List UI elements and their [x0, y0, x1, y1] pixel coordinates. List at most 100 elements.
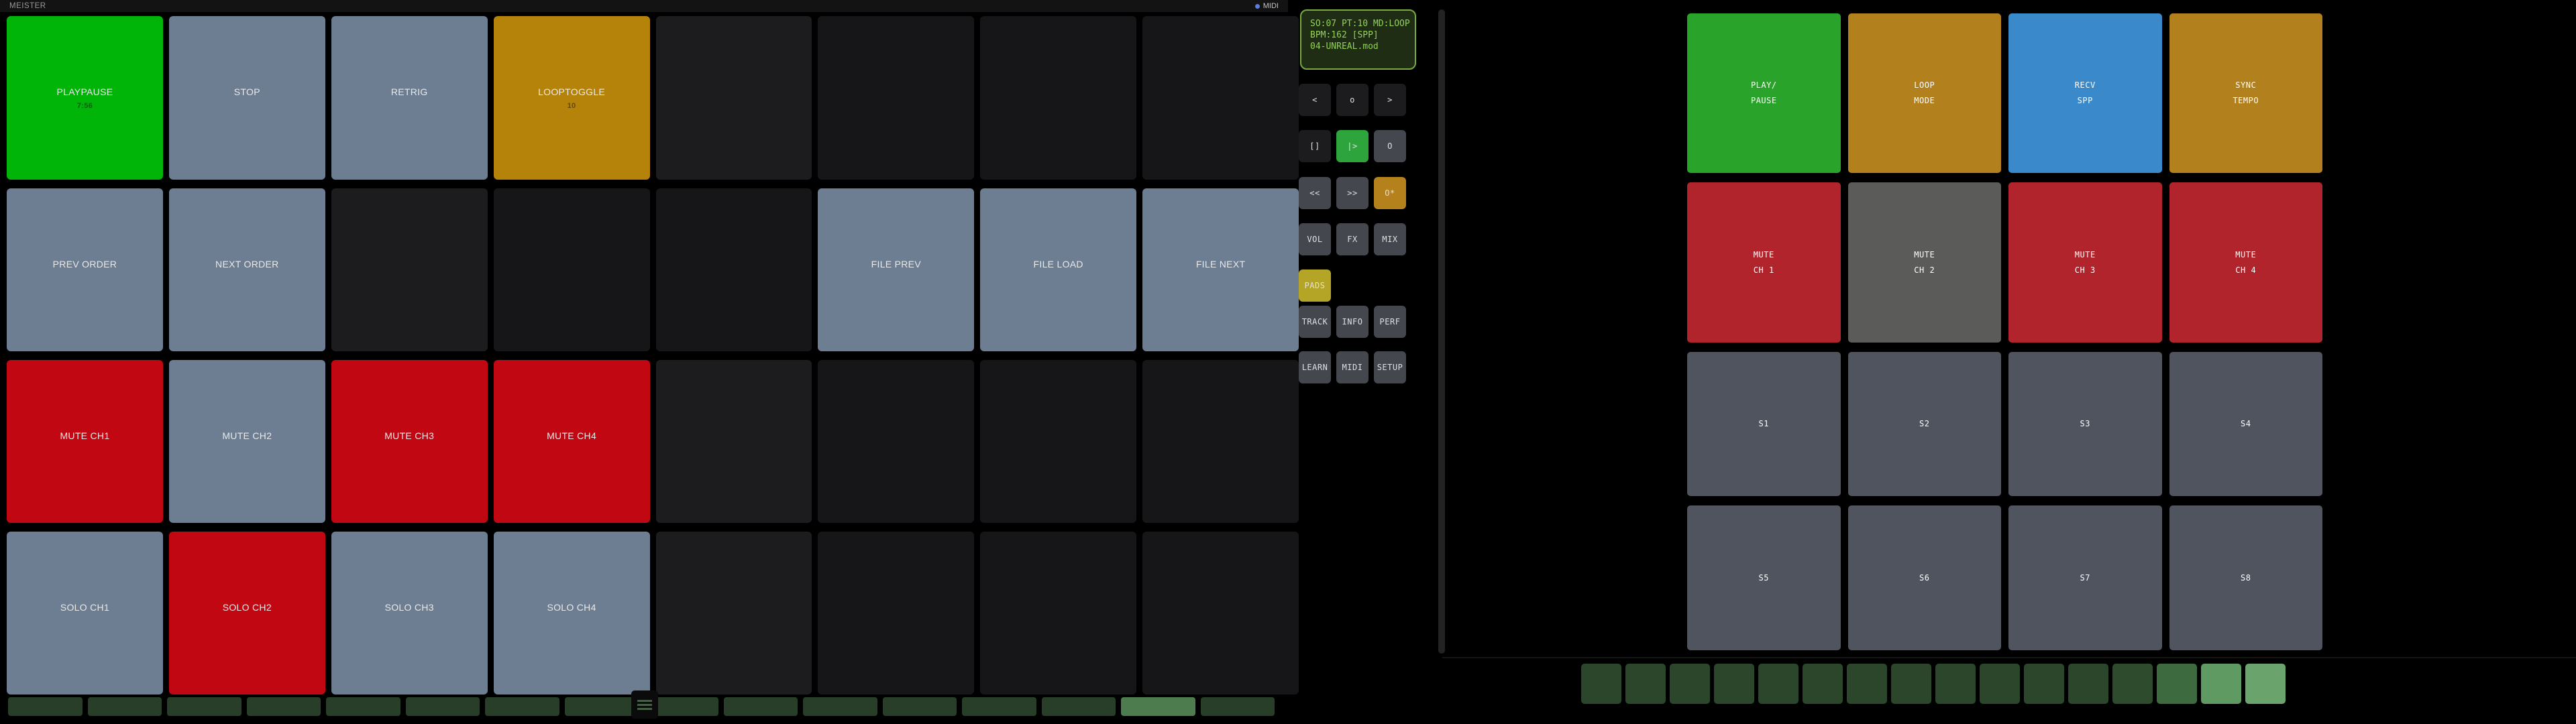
order-cell[interactable]: [326, 697, 400, 716]
right-pad[interactable]: RECV SPP: [2008, 13, 2162, 174]
order-cell[interactable]: [8, 697, 83, 716]
step-cell[interactable]: [1581, 664, 1621, 704]
left-pad[interactable]: [493, 188, 650, 351]
step-cell[interactable]: [2112, 664, 2153, 704]
left-pad[interactable]: [655, 532, 812, 695]
step-cell[interactable]: [1625, 664, 1666, 704]
transport-button[interactable]: >: [1374, 84, 1406, 116]
right-pad-label-line2: CH 1: [1753, 265, 1774, 275]
right-pad[interactable]: S4: [2169, 351, 2322, 497]
left-pad[interactable]: [1142, 532, 1299, 695]
left-pad[interactable]: [331, 188, 488, 351]
step-cell[interactable]: [1714, 664, 1754, 704]
step-cell[interactable]: [2068, 664, 2108, 704]
transport-button[interactable]: O*: [1374, 177, 1406, 209]
step-cell[interactable]: [1803, 664, 1843, 704]
transport-button[interactable]: MIX: [1374, 223, 1406, 255]
left-pad-label: FILE LOAD: [1033, 258, 1083, 269]
order-cell[interactable]: [246, 697, 321, 716]
left-pad[interactable]: MUTE CH1: [7, 360, 163, 523]
step-cell[interactable]: [1758, 664, 1799, 704]
step-cell[interactable]: [1935, 664, 1976, 704]
order-cell[interactable]: [167, 697, 241, 716]
left-pad[interactable]: PLAYPAUSE 7:56: [7, 16, 163, 180]
step-cell[interactable]: [1847, 664, 1887, 704]
order-cell[interactable]: [87, 697, 162, 716]
left-pad[interactable]: SOLO CH4: [493, 532, 650, 695]
right-pad[interactable]: S2: [1847, 351, 2001, 497]
right-pad[interactable]: SYNC TEMPO: [2169, 13, 2322, 174]
right-pad[interactable]: S5: [1687, 505, 1841, 650]
step-cell[interactable]: [1891, 664, 1931, 704]
transport-button[interactable]: INFO: [1336, 306, 1368, 338]
right-pad[interactable]: MUTE CH 3: [2008, 182, 2162, 343]
right-pad[interactable]: S1: [1687, 351, 1841, 497]
left-pad[interactable]: MUTE CH4: [493, 360, 650, 523]
transport-button[interactable]: o: [1336, 84, 1368, 116]
left-pad[interactable]: FILE PREV: [818, 188, 975, 351]
left-pad[interactable]: SOLO CH1: [7, 532, 163, 695]
right-pad[interactable]: S7: [2008, 505, 2162, 650]
step-cell[interactable]: [2245, 664, 2286, 704]
order-cell[interactable]: [1041, 697, 1116, 716]
left-pad[interactable]: [980, 16, 1137, 180]
left-pad[interactable]: [655, 360, 812, 523]
left-pad[interactable]: [655, 16, 812, 180]
left-pad[interactable]: [818, 360, 975, 523]
transport-button[interactable]: FX: [1336, 223, 1368, 255]
left-pad[interactable]: RETRIG: [331, 16, 488, 180]
right-pad[interactable]: LOOP MODE: [1847, 13, 2001, 174]
left-pad[interactable]: MUTE CH2: [168, 360, 325, 523]
transport-button[interactable]: VOL: [1299, 223, 1331, 255]
order-cell[interactable]: [1200, 697, 1275, 716]
order-cell[interactable]: [803, 697, 877, 716]
left-pad[interactable]: [980, 360, 1137, 523]
left-pad[interactable]: [1142, 16, 1299, 180]
order-cell[interactable]: [485, 697, 559, 716]
order-cell[interactable]: [882, 697, 957, 716]
transport-button[interactable]: []: [1299, 130, 1331, 162]
transport-button[interactable]: O: [1374, 130, 1406, 162]
transport-button[interactable]: PADS: [1299, 269, 1331, 302]
right-pad[interactable]: MUTE CH 4: [2169, 182, 2322, 343]
step-cell[interactable]: [2201, 664, 2241, 704]
transport-button[interactable]: <: [1299, 84, 1331, 116]
step-cell[interactable]: [2157, 664, 2197, 704]
right-pad[interactable]: MUTE CH 2: [1847, 182, 2001, 343]
transport-button[interactable]: SETUP: [1374, 351, 1406, 383]
transport-button[interactable]: |>: [1336, 130, 1368, 162]
left-pad[interactable]: PREV ORDER: [7, 188, 163, 351]
left-pad[interactable]: [818, 532, 975, 695]
order-cell[interactable]: [723, 697, 798, 716]
left-pad[interactable]: [818, 16, 975, 180]
left-pad[interactable]: SOLO CH3: [331, 532, 488, 695]
right-pad[interactable]: S8: [2169, 505, 2322, 650]
order-cell[interactable]: [564, 697, 639, 716]
order-cell[interactable]: [962, 697, 1036, 716]
left-pad[interactable]: FILE LOAD: [980, 188, 1137, 351]
order-cell[interactable]: [1121, 697, 1195, 716]
left-pad[interactable]: [655, 188, 812, 351]
transport-button[interactable]: PERF: [1374, 306, 1406, 338]
transport-button[interactable]: MIDI: [1336, 351, 1368, 383]
right-pad[interactable]: S3: [2008, 351, 2162, 497]
right-pad[interactable]: S6: [1847, 505, 2001, 650]
left-pad[interactable]: SOLO CH2: [168, 532, 325, 695]
left-pad[interactable]: NEXT ORDER: [168, 188, 325, 351]
left-pad[interactable]: STOP: [168, 16, 325, 180]
step-cell[interactable]: [1670, 664, 1710, 704]
left-pad[interactable]: MUTE CH3: [331, 360, 488, 523]
transport-button[interactable]: TRACK: [1299, 306, 1331, 338]
step-cell[interactable]: [1980, 664, 2020, 704]
right-pad[interactable]: MUTE CH 1: [1687, 182, 1841, 343]
left-pad[interactable]: [1142, 360, 1299, 523]
right-pad[interactable]: PLAY/ PAUSE: [1687, 13, 1841, 174]
left-pad[interactable]: [980, 532, 1137, 695]
order-cell[interactable]: [405, 697, 480, 716]
transport-button[interactable]: >>: [1336, 177, 1368, 209]
step-cell[interactable]: [2024, 664, 2064, 704]
transport-button[interactable]: <<: [1299, 177, 1331, 209]
left-pad[interactable]: LOOPTOGGLE 10: [493, 16, 650, 180]
left-pad[interactable]: FILE NEXT: [1142, 188, 1299, 351]
transport-button[interactable]: LEARN: [1299, 351, 1331, 383]
